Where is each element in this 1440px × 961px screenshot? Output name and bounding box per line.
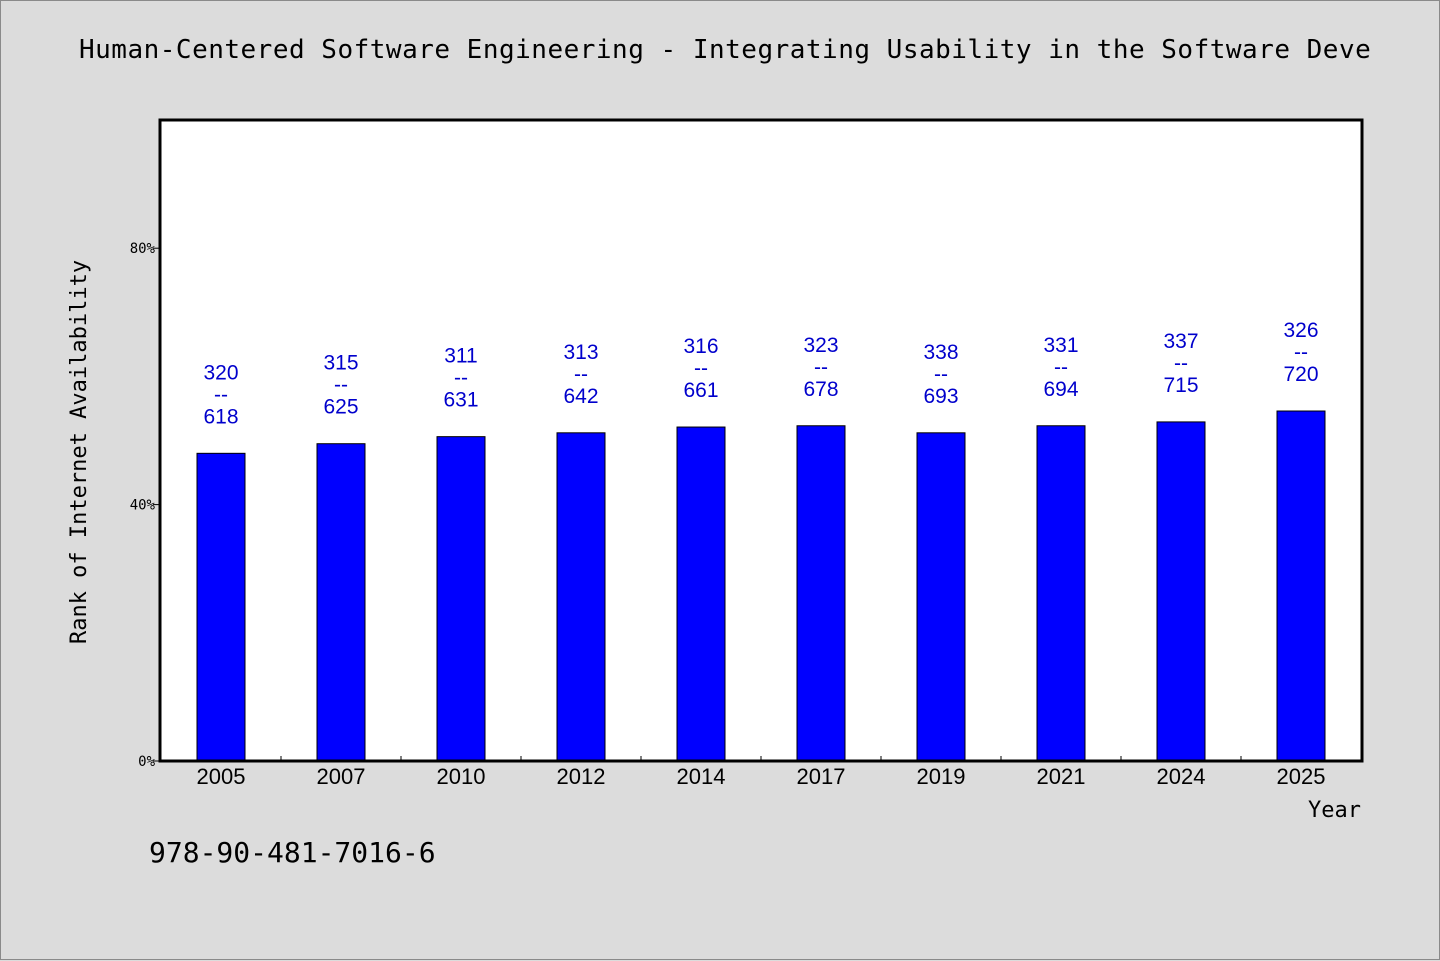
data-label: -- xyxy=(334,374,348,397)
x-tick-label: 2010 xyxy=(437,764,486,789)
data-label: 323 xyxy=(803,334,838,357)
bar xyxy=(436,436,486,762)
bar xyxy=(316,443,366,762)
data-label: -- xyxy=(1174,352,1188,375)
bar xyxy=(796,425,846,762)
bar xyxy=(1276,410,1326,762)
data-label: 338 xyxy=(923,341,958,364)
data-label: 316 xyxy=(683,335,718,358)
x-tick-label: 2005 xyxy=(197,764,246,789)
data-label: 326 xyxy=(1283,319,1318,342)
data-label: 642 xyxy=(563,385,598,408)
data-label: -- xyxy=(1294,341,1308,364)
data-label: -- xyxy=(574,363,588,386)
data-label: 631 xyxy=(443,389,478,412)
bar xyxy=(196,452,246,762)
data-label: 678 xyxy=(803,378,838,401)
isbn-text: 978-90-481-7016-6 xyxy=(149,836,436,869)
plot-border xyxy=(158,118,1364,763)
bar xyxy=(676,426,726,762)
x-tick-label: 2007 xyxy=(317,764,366,789)
data-label: 311 xyxy=(444,345,477,368)
bar xyxy=(1156,421,1206,762)
data-label: 331 xyxy=(1043,334,1078,357)
x-tick-label: 2014 xyxy=(677,764,726,789)
data-label: 313 xyxy=(563,341,598,364)
y-axis-title: Rank of Internet Availability xyxy=(67,260,92,644)
bar xyxy=(1036,425,1086,762)
data-label: -- xyxy=(214,383,228,406)
x-tick-label: 2017 xyxy=(797,764,846,789)
data-label: 720 xyxy=(1283,363,1318,386)
data-label: -- xyxy=(454,367,468,390)
x-tick-label: 2025 xyxy=(1277,764,1326,789)
data-label: -- xyxy=(1054,356,1068,379)
bar xyxy=(556,432,606,762)
data-label: 315 xyxy=(323,352,358,375)
chart-title: Human-Centered Software Engineering - In… xyxy=(79,35,1372,65)
x-tick-label: 2012 xyxy=(557,764,606,789)
y-tick-label: 40% xyxy=(130,498,156,514)
x-tick-label: 2019 xyxy=(917,764,966,789)
x-axis-title: Year xyxy=(1308,798,1361,823)
bar xyxy=(916,432,966,762)
data-label: 625 xyxy=(323,396,358,419)
data-label: -- xyxy=(814,356,828,379)
data-label: 337 xyxy=(1163,330,1198,353)
data-label: 694 xyxy=(1043,378,1078,401)
data-label: 715 xyxy=(1163,374,1198,397)
data-label: 618 xyxy=(203,405,238,428)
data-label: -- xyxy=(934,363,948,386)
x-tick-label: 2021 xyxy=(1037,764,1086,789)
data-label: 693 xyxy=(923,385,958,408)
y-tick-label: 0% xyxy=(138,754,155,770)
data-label: 661 xyxy=(683,379,718,402)
data-label: -- xyxy=(694,357,708,380)
y-tick-label: 80% xyxy=(130,241,156,257)
x-tick-label: 2024 xyxy=(1157,764,1206,789)
data-label: 320 xyxy=(203,361,238,384)
